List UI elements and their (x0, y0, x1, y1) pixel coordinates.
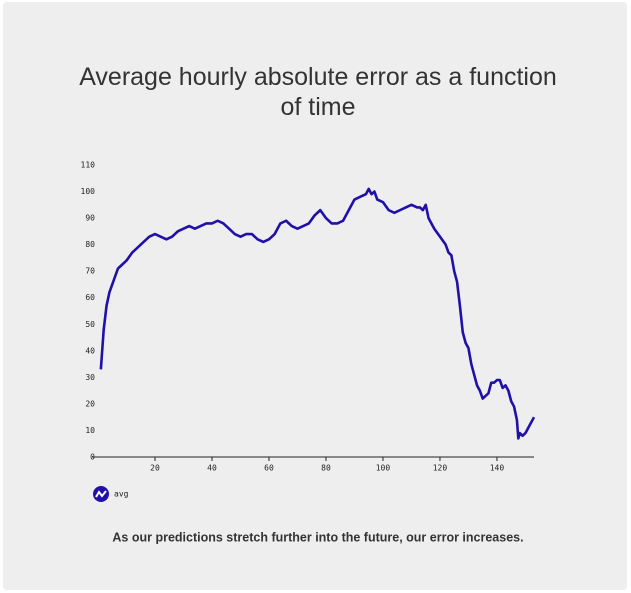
y-tick-label: 20 (85, 399, 95, 408)
y-tick-label: 30 (85, 373, 95, 382)
x-tick-label: 20 (150, 464, 160, 473)
line (99, 187, 536, 440)
y-tick-label: 10 (85, 426, 95, 435)
y-tick-label: 110 (81, 161, 96, 170)
y-tick-label: 40 (85, 346, 95, 355)
legend-glyph (95, 490, 107, 498)
y-tick-label: 0 (90, 453, 95, 462)
y-tick-label: 90 (85, 214, 95, 223)
y-tick-label: 50 (85, 320, 95, 329)
caption: As our predictions stretch further into … (112, 530, 523, 544)
y-tick-label: 70 (85, 267, 95, 276)
y-tick-label: 60 (85, 293, 95, 302)
x-tick-label: 100 (376, 464, 391, 473)
x-tick-label: 60 (264, 464, 274, 473)
legend-item: avg (93, 486, 129, 502)
y-tick-label: 80 (85, 240, 95, 249)
y-tick-label: 100 (81, 187, 96, 196)
x-tick-label: 140 (490, 464, 505, 473)
x-tick-label: 40 (207, 464, 217, 473)
legend-label: avg (114, 490, 129, 499)
x-tick-label: 120 (433, 464, 448, 473)
chart-title: Average hourly absolute error as a funct… (79, 63, 557, 121)
x-tick-label: 80 (321, 464, 331, 473)
